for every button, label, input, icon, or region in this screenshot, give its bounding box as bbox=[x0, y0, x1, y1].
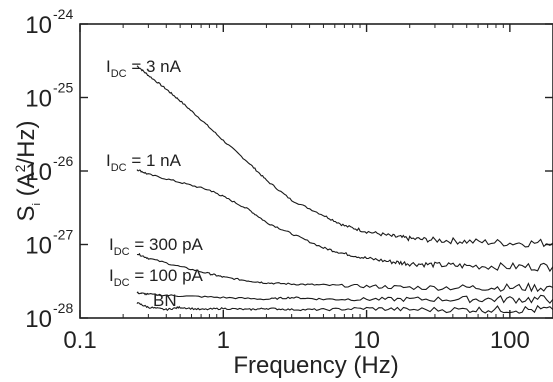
x-axis: 0.1 1 10 100 bbox=[63, 24, 553, 354]
x-axis-title: Frequency (Hz) bbox=[233, 352, 398, 379]
series-label: BN bbox=[153, 291, 177, 310]
y-tick-label: 10 bbox=[25, 159, 52, 186]
y-tick-exponent: -24 bbox=[53, 6, 73, 22]
series-labels: IDC = 3 nA IDC = 1 nA IDC = 300 pA IDC = 10… bbox=[106, 57, 204, 310]
series-line bbox=[136, 169, 553, 273]
series-line bbox=[136, 301, 553, 314]
y-tick-label: 10 bbox=[25, 86, 52, 113]
series-group bbox=[136, 65, 553, 314]
series-line bbox=[136, 291, 553, 304]
y-axis-title: Si (A2/Hz) bbox=[12, 121, 43, 222]
x-tick-label: 0.1 bbox=[63, 327, 96, 354]
x-tick-label: 10 bbox=[353, 327, 380, 354]
x-tick-label: 100 bbox=[490, 327, 530, 354]
y-tick-exponent: -25 bbox=[53, 80, 73, 96]
y-tick-label: 10 bbox=[25, 306, 52, 333]
x-tick-label: 1 bbox=[217, 327, 230, 354]
y-tick-exponent: -28 bbox=[53, 300, 73, 316]
series-label: IDC = 300 pA bbox=[109, 235, 204, 258]
y-tick-exponent: -27 bbox=[53, 227, 73, 243]
y-tick-exponent: -26 bbox=[53, 153, 73, 169]
y-tick-label: 10 bbox=[25, 12, 52, 39]
series-line bbox=[136, 65, 553, 248]
series-line bbox=[136, 252, 553, 293]
y-tick-label: 10 bbox=[25, 233, 52, 260]
series-label: IDC = 100 pA bbox=[109, 266, 204, 289]
series-label: IDC = 3 nA bbox=[106, 57, 182, 80]
series-label: IDC = 1 nA bbox=[106, 151, 182, 174]
